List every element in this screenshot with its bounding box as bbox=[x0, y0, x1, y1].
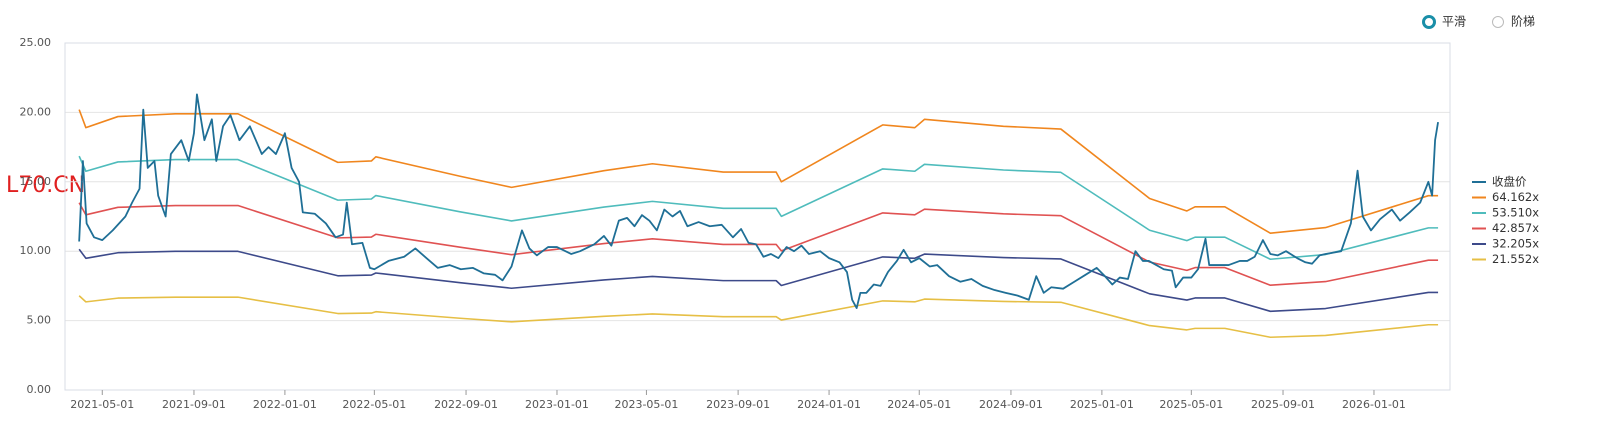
x-tick-label: 2023-05-01 bbox=[614, 398, 678, 411]
legend-label: 53.510x bbox=[1492, 206, 1539, 220]
x-tick-label: 2022-05-01 bbox=[342, 398, 406, 411]
series-line bbox=[78, 202, 1439, 287]
series-line bbox=[78, 109, 1439, 234]
x-tick-label: 2023-09-01 bbox=[706, 398, 770, 411]
y-tick-label: 0.00 bbox=[27, 383, 52, 396]
legend-label: 21.552x bbox=[1492, 252, 1539, 266]
radio-label: 平滑 bbox=[1442, 15, 1466, 29]
legend-label: 收盘价 bbox=[1492, 175, 1527, 189]
legend-label: 32.205x bbox=[1492, 237, 1539, 251]
radio-option[interactable]: 阶梯 bbox=[1492, 15, 1536, 29]
x-tick-label: 2024-01-01 bbox=[797, 398, 861, 411]
watermark: L70.CN bbox=[6, 173, 85, 198]
y-tick-label: 5.00 bbox=[27, 314, 52, 327]
radio-option[interactable]: 平滑 bbox=[1422, 15, 1467, 29]
x-tick-label: 2025-09-01 bbox=[1251, 398, 1315, 411]
y-tick-label: 25.00 bbox=[20, 36, 52, 49]
series-line bbox=[78, 295, 1439, 339]
x-tick-label: 2024-05-01 bbox=[887, 398, 951, 411]
x-tick-label: 2025-05-01 bbox=[1159, 398, 1223, 411]
x-tick-label: 2023-01-01 bbox=[525, 398, 589, 411]
radio-button[interactable] bbox=[1422, 15, 1436, 29]
series-line bbox=[78, 93, 1439, 310]
y-tick-label: 10.00 bbox=[20, 244, 52, 257]
x-tick-label: 2021-09-01 bbox=[162, 398, 226, 411]
x-tick-label: 2022-09-01 bbox=[434, 398, 498, 411]
radio-button[interactable] bbox=[1492, 16, 1504, 28]
x-tick-label: 2025-01-01 bbox=[1070, 398, 1134, 411]
y-tick-label: 15.00 bbox=[20, 175, 52, 188]
legend-label: 64.162x bbox=[1492, 190, 1539, 204]
x-tick-label: 2021-05-01 bbox=[70, 398, 134, 411]
x-tick-label: 2022-01-01 bbox=[253, 398, 317, 411]
x-tick-label: 2026-01-01 bbox=[1342, 398, 1406, 411]
x-tick-label: 2024-09-01 bbox=[979, 398, 1043, 411]
series-line bbox=[78, 155, 1439, 261]
series-line bbox=[78, 248, 1439, 313]
legend-label: 42.857x bbox=[1492, 221, 1539, 235]
y-tick-label: 20.00 bbox=[20, 105, 52, 118]
radio-label: 阶梯 bbox=[1511, 15, 1535, 29]
plot-border bbox=[64, 42, 1451, 391]
